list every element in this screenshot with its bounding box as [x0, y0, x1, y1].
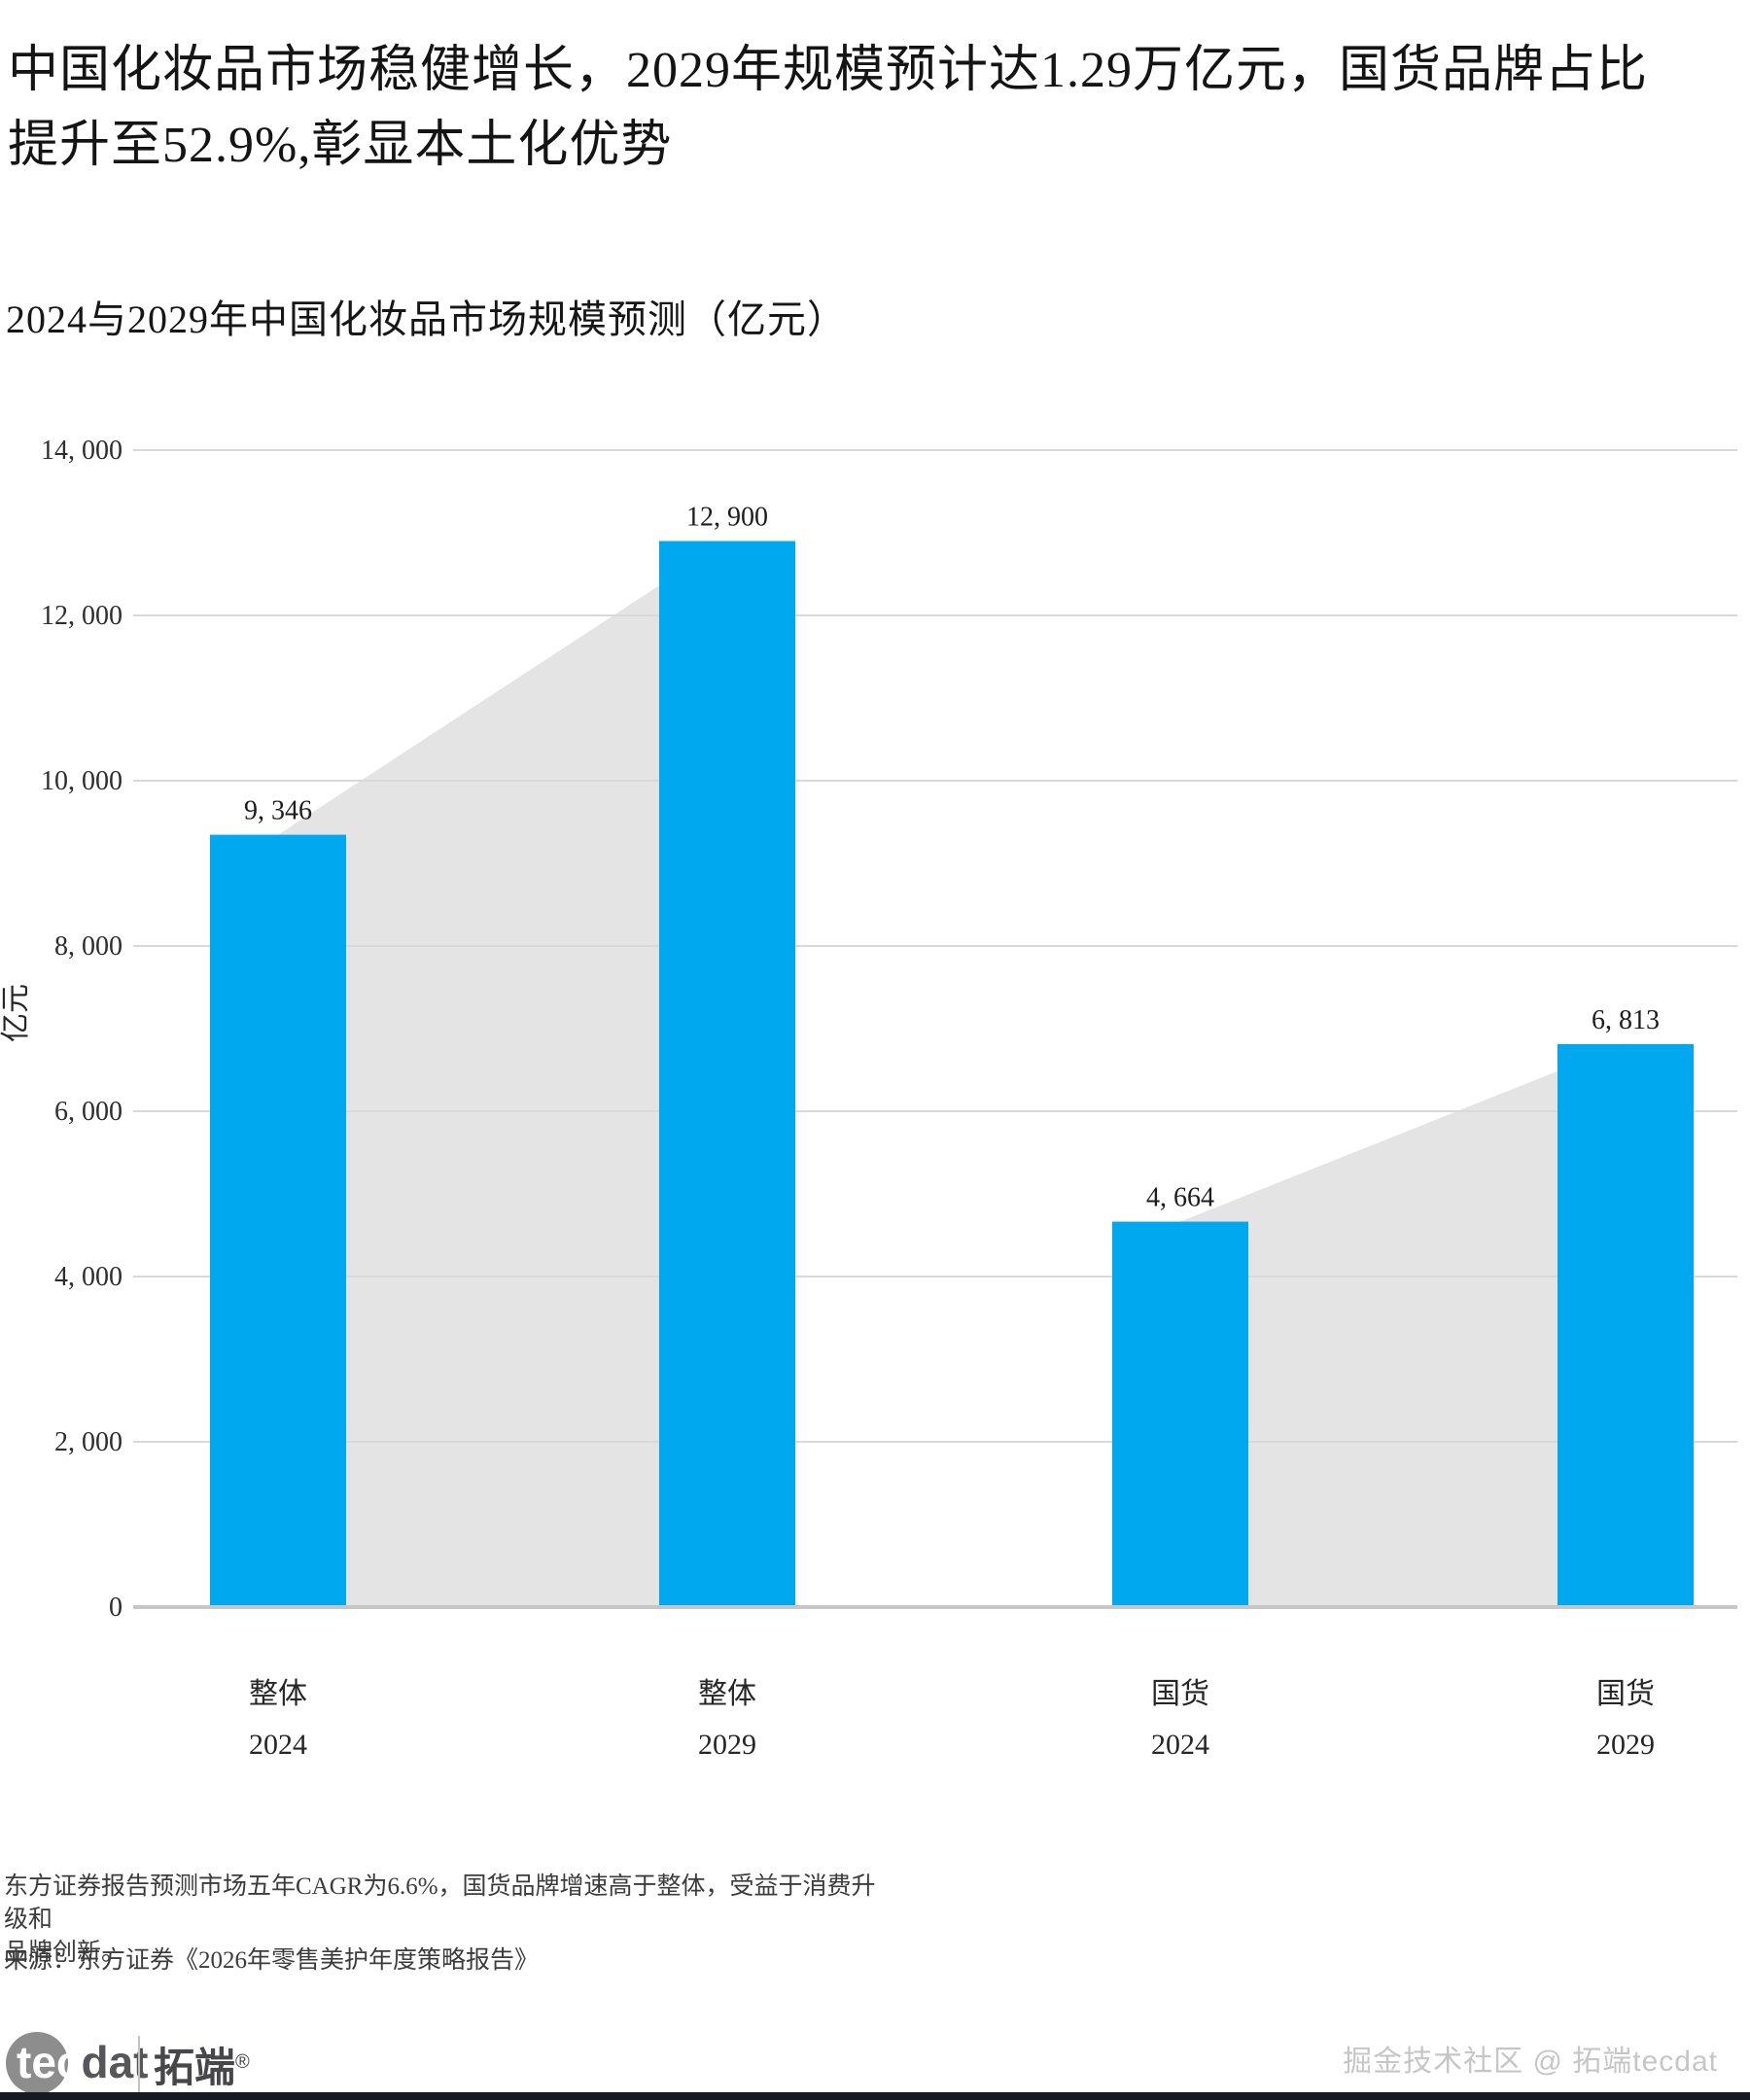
community-watermark: 掘金技术社区 @ 拓端tecdat [1343, 2046, 1718, 2078]
y-axis-label: 亿元 [0, 984, 32, 1042]
y-tick-label: 0 [109, 1592, 122, 1623]
x-year-label: 2024 [249, 1729, 307, 1761]
bar-value-label: 4, 664 [1146, 1183, 1214, 1213]
x-category-label: 整体 [698, 1678, 756, 1710]
bar [1112, 1221, 1248, 1607]
logo-chinese-name: 拓端® [154, 2032, 250, 2094]
x-category-label: 国货 [1596, 1678, 1655, 1710]
y-tick-label: 4, 000 [54, 1262, 122, 1292]
chart-title: 2024与2029年中国化妆品市场规模预测（亿元） [6, 298, 847, 341]
bar-value-label: 12, 900 [686, 503, 768, 533]
x-year-label: 2029 [698, 1729, 756, 1761]
logo-cn-text: 拓端 [154, 2045, 236, 2090]
logo-dat-text: dat [81, 2037, 149, 2087]
logo-circle-icon [6, 2032, 68, 2094]
growth-area [278, 541, 727, 1607]
y-tick-label: 8, 000 [54, 931, 122, 962]
x-category-label: 国货 [1151, 1678, 1209, 1710]
bar-value-label: 9, 346 [244, 796, 312, 826]
y-tick-label: 6, 000 [54, 1097, 122, 1127]
bar [659, 541, 795, 1607]
y-tick-label: 10, 000 [41, 766, 122, 796]
logo-wordmark: tecdat [17, 2032, 148, 2094]
page-title: 中国化妆品市场稳健增长，2029年规模预计达1.29万亿元，国货品牌占比 提升至… [8, 43, 1649, 173]
y-tick-label: 12, 000 [41, 601, 122, 631]
logo-divider [138, 2036, 140, 2092]
logo-tec-text: tec [17, 2037, 82, 2087]
registered-mark-icon: ® [235, 2051, 250, 2073]
x-year-label: 2024 [1151, 1729, 1209, 1761]
bar [1558, 1043, 1694, 1607]
footnote-text: 东方证券报告预测市场五年CAGR为6.6%，国货品牌增速高于整体，受益于消费升级… [4, 1873, 876, 1966]
y-tick-label: 2, 000 [54, 1427, 122, 1457]
x-category-label: 整体 [249, 1678, 307, 1710]
bottom-accent-bar [0, 2092, 1750, 2100]
bar-value-label: 6, 813 [1592, 1005, 1660, 1035]
source-text: 来源：东方证券《2026年零售美护年度策略报告》 [4, 1947, 540, 1974]
y-tick-label: 14, 000 [41, 436, 122, 466]
bar [210, 834, 346, 1607]
growth-area [1180, 1043, 1626, 1607]
x-year-label: 2029 [1596, 1729, 1655, 1761]
